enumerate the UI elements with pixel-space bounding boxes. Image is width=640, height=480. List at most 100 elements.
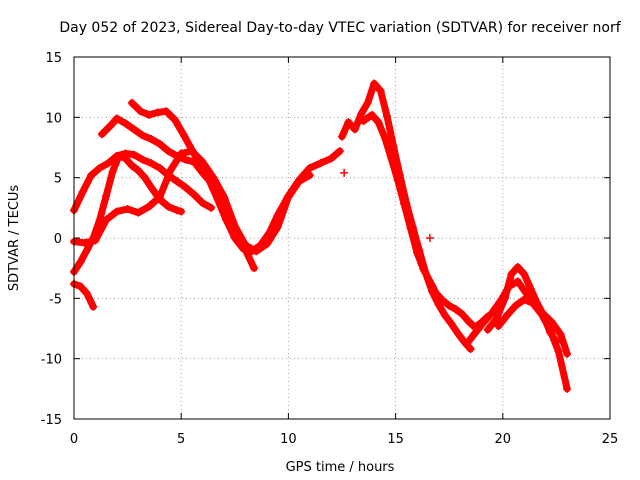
data-point-marker bbox=[526, 284, 535, 293]
data-point-marker bbox=[479, 318, 488, 327]
data-point-marker bbox=[97, 130, 106, 139]
data-point-marker bbox=[500, 294, 509, 303]
data-point-marker bbox=[432, 289, 441, 298]
data-point-marker bbox=[121, 154, 130, 163]
data-point-marker bbox=[344, 118, 353, 127]
data-point-marker bbox=[187, 145, 196, 154]
y-tick-labels: -15 -10 -5 0 5 10 15 bbox=[41, 51, 62, 428]
data-point-marker bbox=[340, 168, 349, 177]
y-tick-label: 15 bbox=[45, 51, 62, 66]
x-tick-labels: 0 5 10 15 20 25 bbox=[70, 432, 618, 447]
data-point-marker bbox=[162, 107, 171, 116]
data-point-marker bbox=[250, 264, 259, 273]
data-point-marker bbox=[537, 310, 546, 319]
data-point-marker bbox=[462, 340, 471, 349]
data-point-marker bbox=[363, 98, 372, 107]
data-point-marker bbox=[102, 215, 111, 224]
y-tick-label: -15 bbox=[41, 413, 62, 428]
data-point-marker bbox=[104, 159, 113, 168]
y-tick-label: 5 bbox=[54, 172, 62, 187]
x-tick-label: 25 bbox=[602, 432, 619, 447]
data-point-marker bbox=[127, 98, 136, 107]
data-point-marker bbox=[140, 173, 149, 182]
data-point-marker bbox=[138, 131, 147, 140]
data-point-marker bbox=[520, 270, 529, 279]
data-point-marker bbox=[198, 199, 207, 208]
data-point-marker bbox=[545, 325, 554, 334]
data-point-marker bbox=[205, 176, 214, 185]
x-tick-label: 5 bbox=[177, 432, 185, 447]
data-point-marker bbox=[108, 167, 117, 176]
data-point-marker bbox=[91, 236, 100, 245]
data-traces bbox=[70, 79, 572, 393]
data-point-marker bbox=[95, 164, 104, 173]
data-point-marker bbox=[213, 195, 222, 204]
axis-ticks bbox=[73, 56, 611, 420]
data-point-marker bbox=[106, 121, 115, 130]
data-point-marker bbox=[284, 191, 293, 200]
series-trace-sat-e bbox=[98, 115, 258, 272]
data-point-marker bbox=[425, 277, 434, 286]
data-point-marker bbox=[520, 295, 529, 304]
data-point-marker bbox=[172, 151, 181, 160]
data-point-marker bbox=[76, 282, 85, 291]
data-point-marker bbox=[556, 330, 565, 339]
data-point-marker bbox=[190, 190, 199, 199]
data-point-marker bbox=[239, 244, 248, 253]
x-tick-label: 0 bbox=[70, 432, 78, 447]
data-point-marker bbox=[359, 116, 368, 125]
data-point-marker bbox=[438, 296, 447, 305]
data-point-marker bbox=[492, 314, 501, 323]
data-point-marker bbox=[511, 301, 520, 310]
data-point-marker bbox=[256, 241, 265, 250]
chart-title: Day 052 of 2023, Sidereal Day-to-day VTE… bbox=[59, 20, 621, 36]
data-point-marker bbox=[130, 150, 139, 159]
y-tick-label: 10 bbox=[45, 111, 62, 126]
x-tick-label: 20 bbox=[495, 432, 512, 447]
data-point-marker bbox=[338, 132, 346, 141]
data-point-marker bbox=[166, 166, 175, 175]
data-point-marker bbox=[247, 247, 256, 256]
y-tick-label: -10 bbox=[41, 353, 62, 368]
data-point-marker bbox=[350, 125, 359, 134]
y-axis-label: SDTVAR / TECUs bbox=[7, 185, 22, 292]
data-point-marker bbox=[230, 234, 239, 242]
data-point-marker bbox=[563, 349, 572, 358]
y-tick-label: -5 bbox=[49, 292, 62, 307]
data-point-marker bbox=[145, 202, 154, 211]
data-point-marker bbox=[222, 215, 231, 224]
data-point-marker bbox=[425, 234, 434, 242]
data-point-marker bbox=[89, 302, 98, 311]
data-point-marker bbox=[181, 183, 190, 192]
data-point-marker bbox=[440, 311, 449, 320]
data-point-marker bbox=[393, 176, 402, 185]
data-point-marker bbox=[87, 171, 96, 180]
data-point-marker bbox=[147, 135, 156, 144]
x-axis-label: GPS time / hours bbox=[286, 460, 395, 475]
data-point-marker bbox=[488, 308, 497, 317]
data-point-marker bbox=[115, 151, 124, 160]
data-point-marker bbox=[376, 86, 385, 95]
data-point-marker bbox=[387, 154, 396, 163]
data-point-marker bbox=[445, 301, 454, 310]
data-point-marker bbox=[563, 384, 572, 393]
data-point-marker bbox=[447, 319, 456, 328]
data-point-marker bbox=[370, 79, 379, 88]
data-point-marker bbox=[82, 289, 91, 298]
data-point-marker bbox=[453, 329, 462, 338]
data-point-marker bbox=[434, 300, 443, 309]
data-point-marker bbox=[134, 208, 143, 217]
data-point-marker bbox=[503, 311, 512, 320]
data-point-marker bbox=[78, 188, 87, 197]
data-point-marker bbox=[513, 277, 522, 286]
data-point-marker bbox=[368, 110, 377, 119]
data-point-marker bbox=[134, 166, 143, 175]
data-point-marker bbox=[179, 130, 188, 139]
data-point-marker bbox=[419, 265, 428, 274]
data-point-marker bbox=[335, 147, 344, 156]
data-point-marker bbox=[138, 155, 147, 164]
data-point-marker bbox=[112, 114, 121, 123]
data-point-marker bbox=[127, 161, 136, 170]
data-point-marker bbox=[380, 133, 389, 142]
data-point-marker bbox=[123, 205, 132, 214]
